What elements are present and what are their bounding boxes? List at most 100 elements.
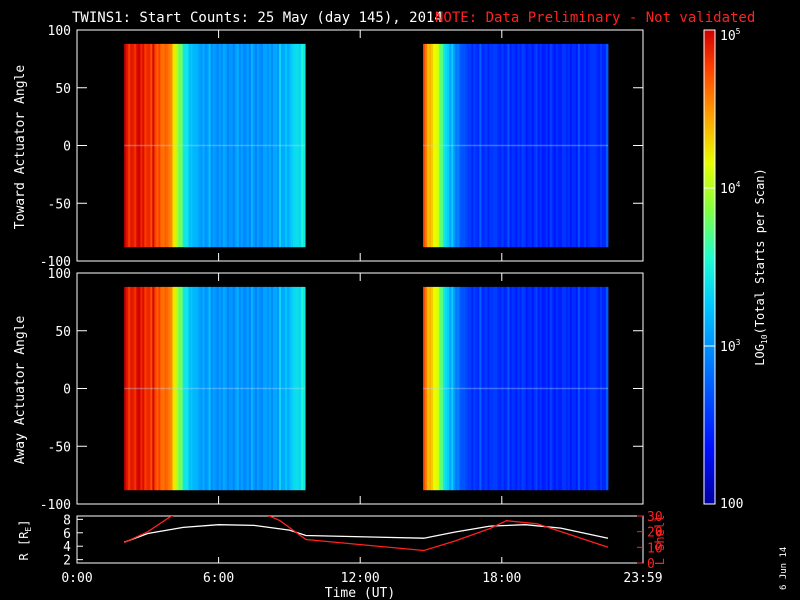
heat-column: [182, 286, 185, 491]
heat-column: [192, 286, 195, 491]
heat-column: [291, 286, 294, 491]
heat-column: [234, 43, 238, 248]
heat-column: [589, 286, 593, 491]
heat-column: [595, 286, 599, 491]
heat-column: [467, 43, 470, 248]
heat-column: [178, 286, 181, 491]
heat-column: [134, 286, 137, 491]
heat-column: [425, 43, 428, 248]
heat-column: [228, 286, 232, 491]
heat-column: [515, 43, 518, 248]
heat-column: [299, 286, 302, 491]
x-tick-label: 18:00: [482, 571, 521, 586]
heat-column: [539, 43, 543, 248]
heat-column: [148, 286, 151, 491]
heat-column: [445, 286, 448, 491]
heat-column: [553, 286, 557, 491]
y-tick-left-label: 6: [63, 527, 71, 542]
heat-column: [573, 286, 577, 491]
heat-column: [252, 286, 256, 491]
heat-column: [475, 43, 478, 248]
heat-column: [545, 286, 549, 491]
heat-column: [130, 286, 133, 491]
heat-column: [541, 43, 545, 248]
heat-column: [220, 286, 224, 491]
heat-column: [535, 43, 539, 248]
heat-column: [283, 43, 286, 248]
heat-column: [222, 286, 226, 491]
heat-column: [138, 43, 141, 248]
heat-column: [561, 43, 565, 248]
heat-column: [240, 43, 244, 248]
heat-column: [461, 286, 464, 491]
heat-column: [128, 43, 131, 248]
heat-column: [495, 286, 498, 491]
heat-column: [272, 43, 276, 248]
heat-column: [240, 286, 244, 491]
heat-column: [248, 43, 252, 248]
heat-column: [274, 43, 278, 248]
heat-column: [537, 43, 541, 248]
colorbar-tick-label: 105: [720, 27, 741, 44]
heat-column: [513, 286, 516, 491]
heat-column: [156, 286, 159, 491]
heat-column: [579, 43, 583, 248]
heat-column: [279, 286, 282, 491]
heat-column: [236, 286, 240, 491]
y-tick-label: -100: [40, 255, 71, 270]
heat-column: [425, 286, 428, 491]
heat-column: [222, 43, 226, 248]
y-axis-label-away: Away Actuator Angle: [13, 315, 28, 464]
heat-column: [567, 286, 571, 491]
y-tick-label: 50: [55, 325, 71, 340]
heat-column: [491, 286, 494, 491]
heat-column: [519, 43, 522, 248]
heat-column: [258, 43, 262, 248]
heat-column: [567, 43, 571, 248]
heat-column: [266, 286, 270, 491]
heat-column: [571, 286, 575, 491]
heat-column: [565, 286, 569, 491]
heat-column: [599, 43, 603, 248]
heat-column: [262, 43, 266, 248]
heat-column: [591, 286, 595, 491]
heat-column: [301, 43, 304, 248]
heat-column: [479, 286, 482, 491]
heat-column: [583, 43, 587, 248]
heat-column: [234, 286, 238, 491]
panel-away: 100 50 0 -50 -100 Away Actuator Angle: [13, 267, 644, 513]
heat-column: [246, 43, 250, 248]
heat-column: [447, 43, 450, 248]
heat-column: [473, 286, 476, 491]
heat-column: [499, 43, 502, 248]
heat-column: [443, 43, 446, 248]
heat-column: [497, 43, 500, 248]
heat-column: [150, 43, 153, 248]
heat-column: [477, 286, 480, 491]
y-axis-label-lshell: L Shell: [653, 515, 667, 566]
heat-column: [521, 43, 524, 248]
colorbar: 100 103 104 105 LOG10(Total Starts per Scan…: [703, 27, 769, 512]
heat-column: [244, 286, 248, 491]
heat-column: [279, 43, 282, 248]
heat-column: [258, 286, 262, 491]
heat-column: [479, 43, 482, 248]
heat-column: [537, 286, 541, 491]
heat-column: [493, 286, 496, 491]
heat-column: [166, 43, 169, 248]
heat-column: [178, 43, 181, 248]
heat-column: [429, 286, 432, 491]
heat-column: [176, 43, 179, 248]
heat-column: [467, 286, 470, 491]
heat-column: [146, 43, 149, 248]
heat-column: [289, 286, 292, 491]
heat-column: [483, 43, 486, 248]
heat-column: [154, 286, 157, 491]
heat-column: [264, 43, 268, 248]
heat-column: [164, 43, 167, 248]
heat-column: [156, 43, 159, 248]
heat-column: [246, 286, 250, 491]
heat-column: [495, 43, 498, 248]
heat-column: [150, 286, 153, 491]
